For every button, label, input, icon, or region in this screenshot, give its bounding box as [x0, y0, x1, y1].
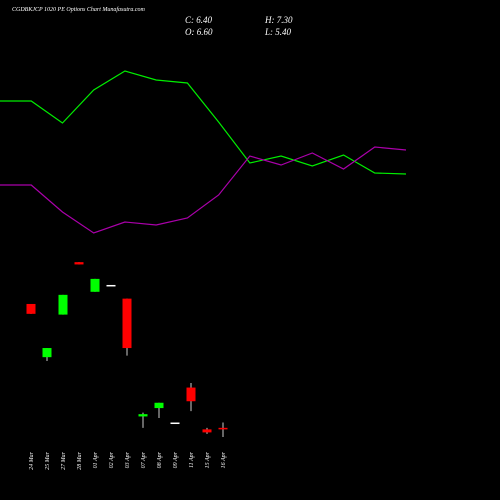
x-tick-label: 02 Apr: [109, 451, 115, 468]
candle-body: [90, 278, 100, 292]
chart-title: CGDBKJCP 1020 PE Options Chart Munafasut…: [12, 6, 146, 13]
x-tick-label: 11 Apr: [189, 451, 195, 468]
candle-body: [186, 387, 196, 402]
candle-body: [154, 402, 164, 409]
candle-body: [170, 422, 180, 425]
x-tick-label: 25 Mar: [45, 451, 51, 469]
x-tick-label: 01 Apr: [93, 451, 99, 468]
close-label: C: 6.40: [185, 15, 213, 25]
x-tick-label: 08 Apr: [157, 451, 163, 468]
candle-body: [138, 414, 148, 417]
x-tick-label: 27 Mar: [61, 451, 67, 469]
open-label: O: 6.60: [185, 27, 213, 37]
x-tick-label: 07 Apr: [141, 451, 147, 468]
indicator-line: [0, 70, 407, 175]
high-label: H: 7.30: [264, 15, 293, 25]
x-tick-label: 28 Mar: [77, 451, 83, 469]
candle-body: [42, 348, 52, 358]
candle-body: [218, 427, 228, 430]
indicator-line: [0, 146, 407, 234]
candle-body: [122, 298, 132, 349]
x-tick-label: 16 Apr: [221, 451, 227, 468]
x-tick-label: 24 Mar: [28, 451, 35, 469]
candle-body: [106, 284, 116, 287]
x-tick-label: 15 Apr: [205, 451, 211, 468]
candle-body: [26, 303, 36, 314]
low-label: L: 5.40: [264, 27, 292, 37]
x-tick-label: 09 Apr: [173, 451, 179, 468]
x-tick-label: 03 Apr: [125, 451, 131, 468]
candle-body: [58, 294, 68, 315]
candle-body: [74, 262, 84, 265]
candle-body: [202, 429, 212, 433]
